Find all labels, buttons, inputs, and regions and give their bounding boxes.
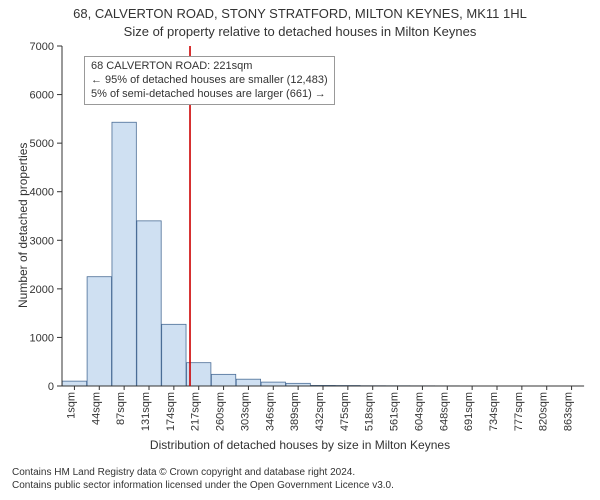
x-tick-label: 561sqm [389,392,401,431]
x-tick-label: 389sqm [289,392,301,431]
histogram-bar [261,382,285,386]
x-tick-label: 87sqm [115,392,127,425]
annotation-line1: 68 CALVERTON ROAD: 221sqm [91,60,328,74]
svg-text:6000: 6000 [30,90,54,102]
histogram-bar [62,381,86,386]
x-axis-title: Distribution of detached houses by size … [0,438,600,452]
footer-line1: Contains HM Land Registry data © Crown c… [12,466,394,479]
histogram-bar [87,277,111,386]
histogram-bar [112,122,136,386]
annotation-line2: ← 95% of detached houses are smaller (12… [91,74,328,88]
histogram-bar [211,374,235,386]
x-tick-label: 174sqm [165,392,177,431]
svg-text:0: 0 [48,381,54,393]
x-tick-label: 131sqm [140,392,152,431]
x-tick-label: 432sqm [314,392,326,431]
x-tick-label: 303sqm [239,392,251,431]
annotation-box: 68 CALVERTON ROAD: 221sqm ← 95% of detac… [84,56,335,105]
x-tick-label: 777sqm [513,392,525,431]
histogram-bar [162,324,186,386]
x-tick-label: 648sqm [438,392,450,431]
x-tick-label: 217sqm [190,392,202,431]
svg-text:5000: 5000 [30,138,54,150]
x-tick-label: 1sqm [65,392,77,419]
x-tick-label: 346sqm [264,392,276,431]
svg-text:3000: 3000 [30,235,54,247]
annotation-line3: 5% of semi-detached houses are larger (6… [91,88,328,102]
x-tick-label: 820sqm [538,392,550,431]
x-tick-label: 475sqm [339,392,351,431]
chart-footer: Contains HM Land Registry data © Crown c… [12,466,394,492]
x-tick-label: 863sqm [563,392,575,431]
svg-text:4000: 4000 [30,187,54,199]
x-tick-label: 260sqm [215,392,227,431]
x-tick-label: 734sqm [488,392,500,431]
histogram-bar [137,221,161,386]
x-tick-label: 518sqm [364,392,376,431]
x-tick-label: 691sqm [463,392,475,431]
svg-text:2000: 2000 [30,284,54,296]
x-tick-label: 44sqm [90,392,102,425]
histogram-bar [236,379,260,386]
svg-text:1000: 1000 [30,332,54,344]
x-tick-label: 604sqm [413,392,425,431]
svg-text:7000: 7000 [30,41,54,53]
footer-line2: Contains public sector information licen… [12,479,394,492]
